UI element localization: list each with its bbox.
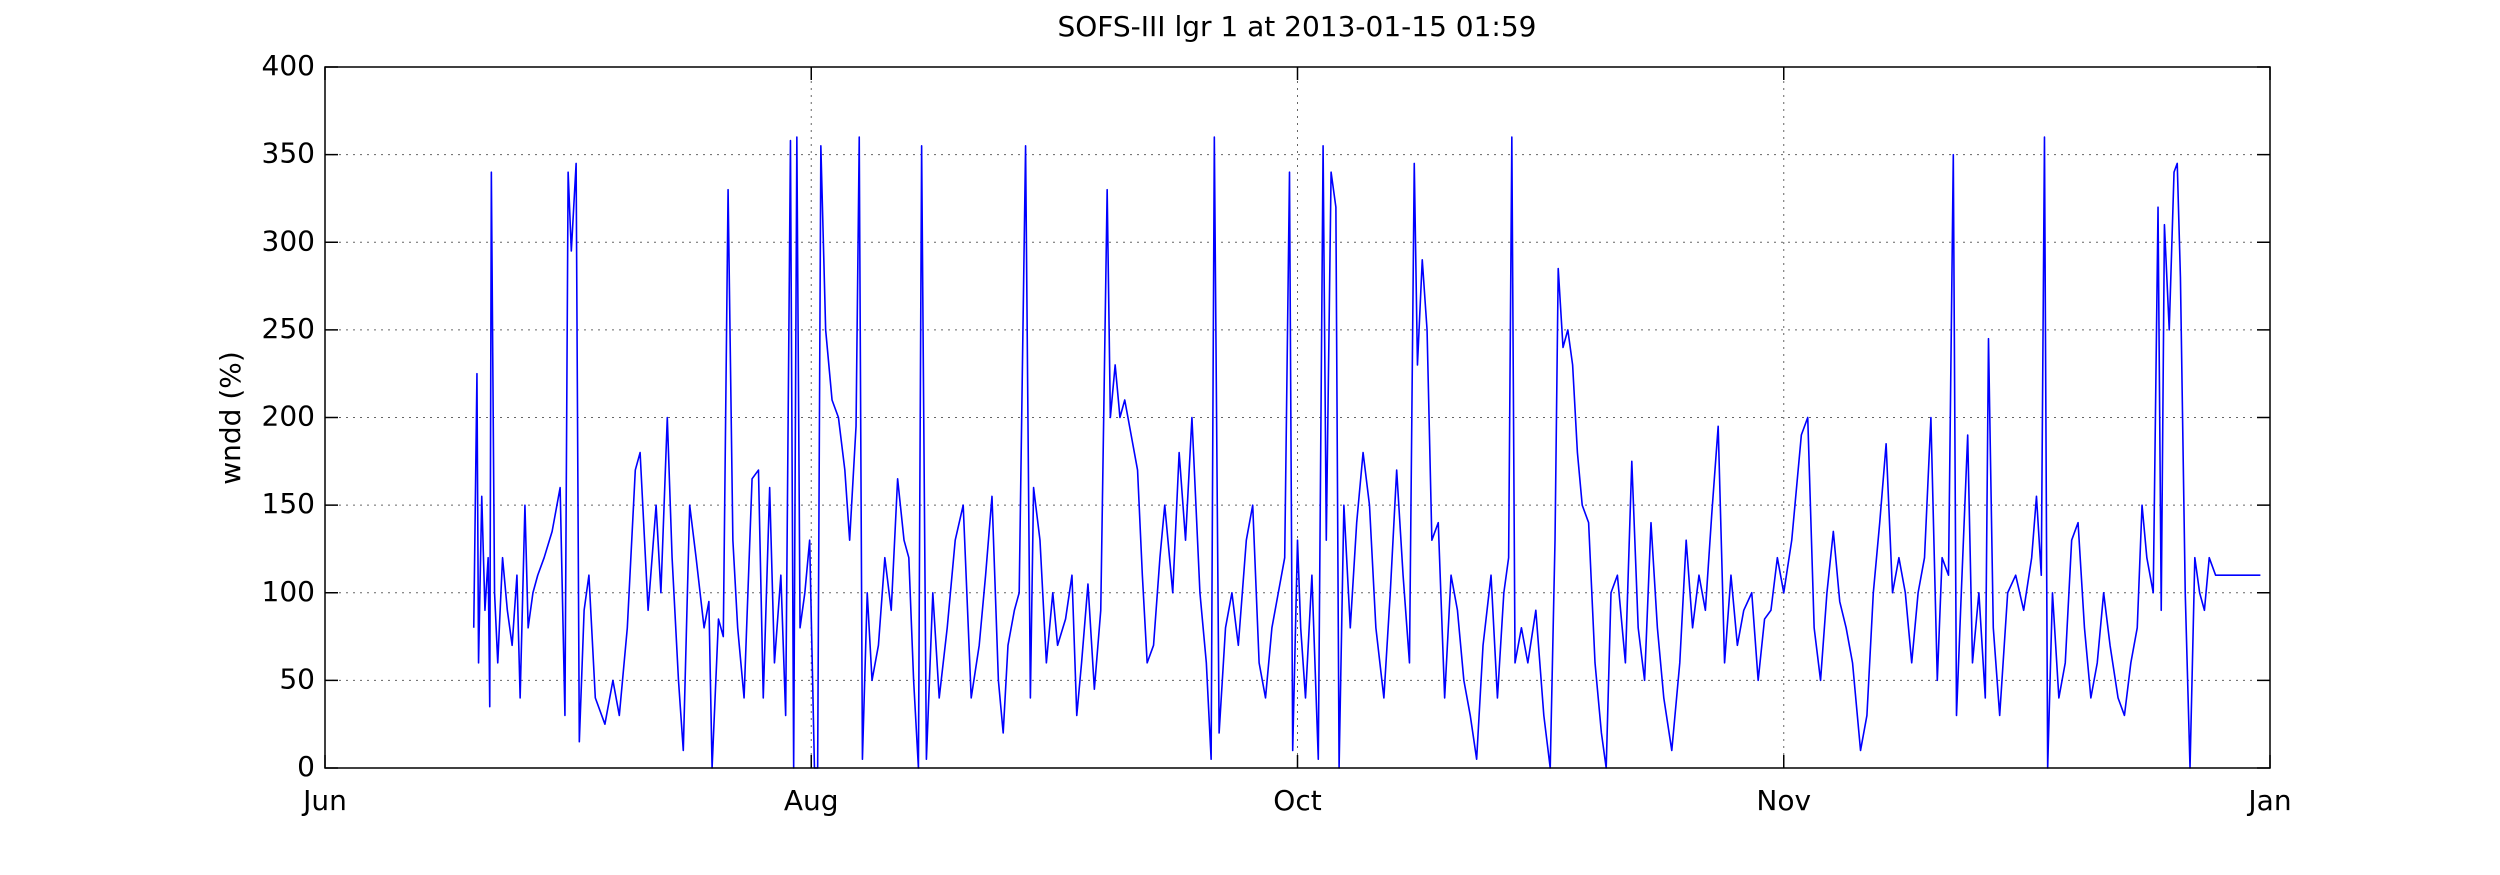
y-tick-label: 400: [262, 49, 315, 82]
y-axis-label: wndd (%): [214, 351, 247, 485]
y-tick-label: 250: [262, 312, 315, 345]
y-tick-label: 100: [262, 575, 315, 608]
y-tick-label: 300: [262, 224, 315, 257]
y-tick-label: 350: [262, 137, 315, 170]
y-tick-label: 50: [279, 662, 315, 695]
x-tick-label: Jun: [301, 784, 347, 817]
x-tick-label: Nov: [1756, 784, 1811, 817]
x-tick-label: Oct: [1273, 784, 1321, 817]
y-tick-label: 0: [297, 750, 315, 783]
x-tick-label: Jan: [2246, 784, 2291, 817]
data-line: [472, 136, 2261, 769]
y-tick-label: 200: [262, 400, 315, 433]
y-tick-label: 150: [262, 487, 315, 520]
plot-frame: [324, 66, 2271, 769]
chart-title: SOFS-III lgr 1 at 2013-01-15 01:59: [1057, 10, 1536, 43]
x-tick-label: Aug: [784, 784, 839, 817]
